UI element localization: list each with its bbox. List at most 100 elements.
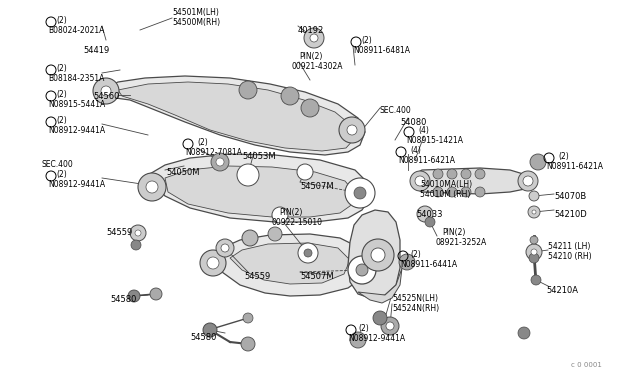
- Circle shape: [237, 164, 259, 186]
- Circle shape: [146, 181, 158, 193]
- Text: (2): (2): [197, 138, 208, 147]
- Text: N08912-9441A: N08912-9441A: [48, 180, 105, 189]
- Text: N08915-5441A: N08915-5441A: [48, 100, 105, 109]
- Circle shape: [281, 87, 299, 105]
- Text: (2): (2): [56, 16, 67, 25]
- Text: (4): (4): [410, 146, 421, 155]
- Text: 54580: 54580: [110, 295, 136, 304]
- Circle shape: [529, 191, 539, 201]
- Polygon shape: [118, 82, 355, 151]
- Circle shape: [447, 187, 457, 197]
- Circle shape: [135, 230, 141, 236]
- Text: B08184-2351A: B08184-2351A: [48, 74, 104, 83]
- Circle shape: [138, 173, 166, 201]
- Text: 08921-3252A: 08921-3252A: [435, 238, 486, 247]
- Circle shape: [518, 327, 530, 339]
- Circle shape: [530, 154, 546, 170]
- Circle shape: [350, 332, 366, 348]
- Circle shape: [399, 254, 415, 270]
- Circle shape: [362, 239, 394, 271]
- Text: (2): (2): [56, 116, 67, 125]
- Circle shape: [433, 187, 443, 197]
- Polygon shape: [415, 168, 535, 194]
- Polygon shape: [210, 234, 368, 296]
- Text: 54580: 54580: [190, 333, 216, 342]
- Circle shape: [526, 244, 542, 260]
- Circle shape: [530, 236, 538, 244]
- Circle shape: [128, 290, 140, 302]
- Circle shape: [417, 206, 433, 222]
- Text: (4): (4): [418, 126, 429, 135]
- Text: (2): (2): [56, 170, 67, 179]
- Circle shape: [410, 171, 430, 191]
- Circle shape: [381, 317, 399, 335]
- Circle shape: [304, 249, 312, 257]
- Text: 54080: 54080: [400, 118, 426, 127]
- Circle shape: [531, 275, 541, 285]
- Circle shape: [475, 169, 485, 179]
- Text: N08911-6421A: N08911-6421A: [398, 156, 455, 165]
- Circle shape: [532, 210, 536, 214]
- Circle shape: [461, 169, 471, 179]
- Text: PIN(2): PIN(2): [279, 208, 302, 217]
- Text: 54560: 54560: [93, 92, 120, 101]
- Text: N08911-6421A: N08911-6421A: [546, 162, 603, 171]
- Text: 00922-15010: 00922-15010: [272, 218, 323, 227]
- Text: 54010MA(LH): 54010MA(LH): [420, 180, 472, 189]
- Text: SEC.400: SEC.400: [380, 106, 412, 115]
- Text: 54559: 54559: [244, 272, 270, 281]
- Circle shape: [207, 257, 219, 269]
- Circle shape: [304, 28, 324, 48]
- Polygon shape: [148, 154, 370, 222]
- Circle shape: [345, 178, 375, 208]
- Circle shape: [272, 207, 288, 223]
- Text: N08912-7081A: N08912-7081A: [185, 148, 242, 157]
- Text: 54500M(RH): 54500M(RH): [172, 18, 220, 27]
- Circle shape: [373, 311, 387, 325]
- Text: 54507M: 54507M: [300, 182, 333, 191]
- Circle shape: [239, 81, 257, 99]
- Circle shape: [371, 248, 385, 262]
- Circle shape: [211, 153, 229, 171]
- Circle shape: [200, 250, 226, 276]
- Text: 54210A: 54210A: [546, 286, 578, 295]
- Circle shape: [531, 249, 537, 255]
- Polygon shape: [100, 76, 365, 155]
- Text: 54210 (RH): 54210 (RH): [548, 252, 591, 261]
- Text: 54525N(LH): 54525N(LH): [392, 294, 438, 303]
- Circle shape: [339, 117, 365, 143]
- Text: (2): (2): [56, 64, 67, 73]
- Text: 54419: 54419: [83, 46, 109, 55]
- Text: (2): (2): [358, 324, 369, 333]
- Circle shape: [93, 78, 119, 104]
- Text: 54501M(LH): 54501M(LH): [172, 8, 219, 17]
- Text: 54053M: 54053M: [242, 152, 276, 161]
- Circle shape: [386, 322, 394, 330]
- Text: (2): (2): [410, 250, 420, 259]
- Text: 54211 (LH): 54211 (LH): [548, 242, 590, 251]
- Text: 54210D: 54210D: [554, 210, 587, 219]
- Text: 00921-4302A: 00921-4302A: [292, 62, 344, 71]
- Text: N08911-6481A: N08911-6481A: [353, 46, 410, 55]
- Circle shape: [433, 169, 443, 179]
- Circle shape: [101, 86, 111, 96]
- Text: PIN(2): PIN(2): [299, 52, 323, 61]
- Circle shape: [297, 164, 313, 180]
- Text: PIN(2): PIN(2): [442, 228, 465, 237]
- Text: (2): (2): [558, 152, 569, 161]
- Polygon shape: [348, 210, 400, 298]
- Polygon shape: [165, 166, 356, 217]
- Circle shape: [528, 206, 540, 218]
- Circle shape: [310, 34, 318, 42]
- Circle shape: [475, 187, 485, 197]
- Text: (2): (2): [56, 90, 67, 99]
- Circle shape: [461, 187, 471, 197]
- Text: c 0 0001: c 0 0001: [571, 362, 602, 368]
- Text: 54507M: 54507M: [300, 272, 333, 281]
- Circle shape: [415, 176, 425, 186]
- Text: N08912-9441A: N08912-9441A: [348, 334, 405, 343]
- Text: 40192: 40192: [298, 26, 324, 35]
- Circle shape: [298, 243, 318, 263]
- Circle shape: [203, 323, 217, 337]
- Circle shape: [354, 187, 366, 199]
